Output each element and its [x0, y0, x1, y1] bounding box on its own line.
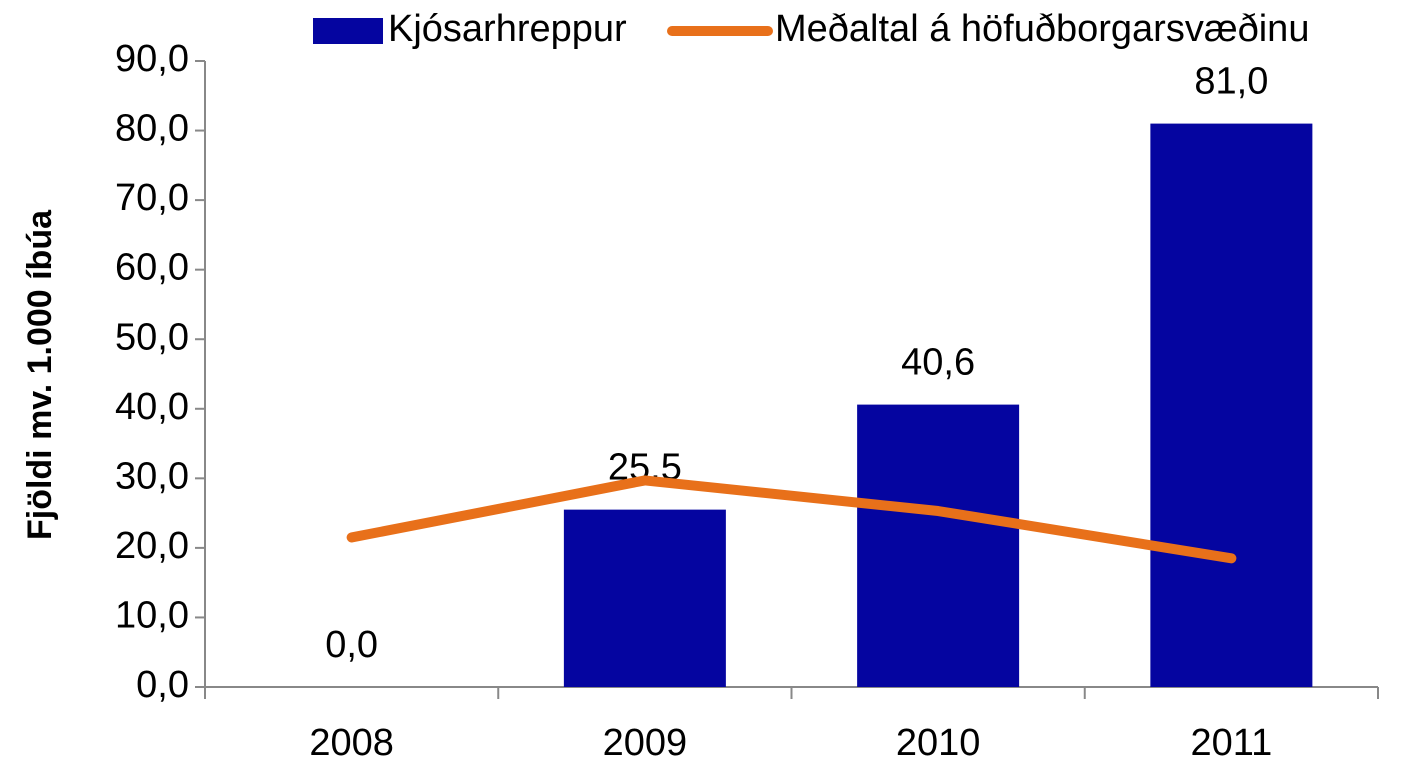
y-tick-label: 40,0 [115, 386, 189, 428]
y-tick-label: 60,0 [115, 247, 189, 289]
data-label: 0,0 [325, 624, 378, 666]
y-tick-label: 80,0 [115, 108, 189, 150]
y-tick-label: 0,0 [136, 664, 189, 706]
legend-swatch [313, 18, 383, 44]
line [346, 475, 1237, 564]
data-label: 40,6 [901, 342, 975, 384]
bar [563, 509, 726, 687]
y-axis-label: Fjöldi mv. 1.000 íbúa [21, 209, 59, 540]
x-tick-label: 2009 [603, 722, 688, 764]
y-tick-label: 20,0 [115, 525, 189, 567]
x-tick-label: 2008 [309, 722, 394, 764]
legend-label: Meðaltal á höfuðborgarsvæðinu [775, 8, 1309, 50]
data-label: 81,0 [1194, 61, 1268, 103]
x-tick-label: 2010 [896, 722, 981, 764]
x-tick-label: 2011 [1191, 722, 1273, 764]
y-tick-label: 30,0 [115, 455, 189, 497]
y-tick-label: 90,0 [115, 38, 189, 80]
legend-label: Kjósarhreppur [388, 8, 627, 50]
y-tick-label: 70,0 [115, 177, 189, 219]
bar [1150, 123, 1313, 688]
y-tick-label: 10,0 [115, 594, 189, 636]
y-tick-label: 50,0 [115, 316, 189, 358]
bar [857, 404, 1020, 687]
